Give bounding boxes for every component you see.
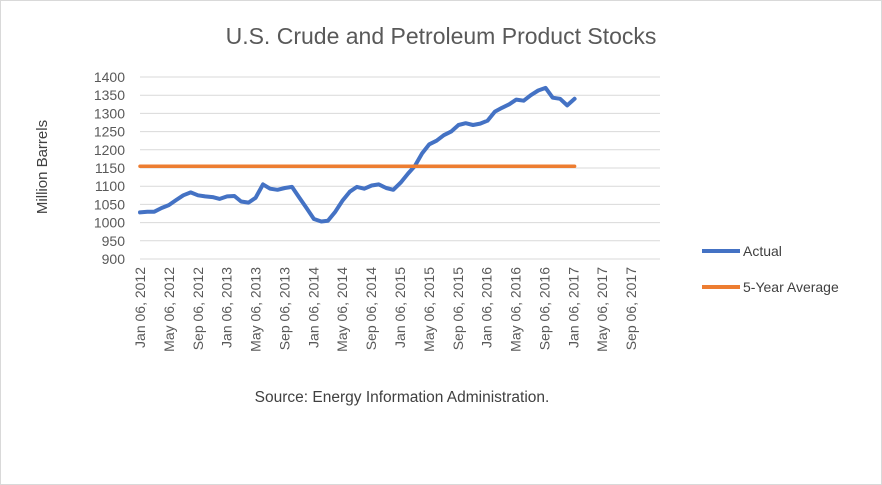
x-tick-label: Sep 06, 2017 [623,267,639,351]
x-tick-label: May 06, 2012 [161,267,177,352]
y-tick-label: 1250 [94,124,125,140]
x-tick-label: Sep 06, 2014 [363,267,379,351]
x-tick-label: May 06, 2013 [248,267,264,352]
legend-label: Actual [743,243,782,259]
y-tick-label: 1150 [95,160,125,176]
x-tick-label: Jan 06, 2014 [305,267,321,348]
x-tick-label: Sep 06, 2015 [450,267,466,351]
y-tick-label: 1000 [94,215,125,231]
x-tick-label: Jan 06, 2016 [479,267,495,348]
x-tick-label: May 06, 2015 [421,267,437,352]
legend: Actual 5-Year Average [702,243,839,295]
x-tick-label: Sep 06, 2012 [190,267,206,351]
x-tick-label: Sep 06, 2016 [536,267,552,351]
y-tick-label: 1350 [94,87,125,103]
gridlines [140,76,660,260]
x-tick-label: Sep 06, 2013 [276,267,292,351]
x-tick-label: Jan 06, 2012 [132,267,148,348]
y-tick-label: 1050 [94,196,125,212]
series-line-actual [138,85,577,224]
x-tick-label: Jan 06, 2013 [219,267,235,348]
series-layer [138,85,577,224]
x-tick-label: May 06, 2017 [594,267,610,352]
legend-label: 5-Year Average [743,279,839,295]
y-tick-label: 950 [102,233,126,249]
y-tick-label: 1400 [94,69,125,85]
y-tick-label: 1200 [94,142,125,158]
y-axis-label: Million Barrels [34,120,51,214]
x-tick-label: Jan 06, 2015 [392,267,408,348]
x-tick-label: May 06, 2014 [334,267,350,352]
y-tick-label: 900 [102,251,126,267]
x-tick-label: Jan 06, 2017 [565,267,581,348]
x-tick-label: May 06, 2016 [508,267,524,352]
y-tick-label: 1100 [95,178,125,194]
chart-title: U.S. Crude and Petroleum Product Stocks [226,23,657,49]
y-axis-ticks: 900 950 1000 1050 1100 1150 1200 1250 1300 1350 14… [94,69,125,267]
x-axis-ticks: Jan 06, 2012 May 06, 2012 Sep 06, 2012 Jan … [132,267,639,352]
source-note: Source: Energy Information Administratio… [255,389,550,406]
y-tick-label: 1300 [94,105,125,121]
